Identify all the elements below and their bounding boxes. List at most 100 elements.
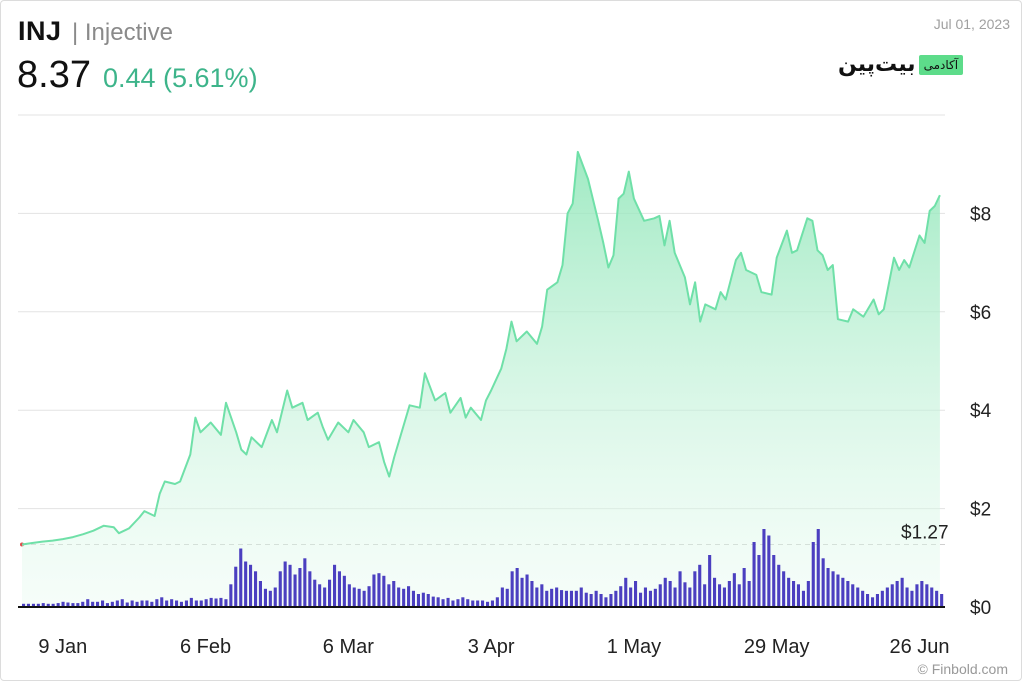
volume-bar — [234, 566, 238, 607]
volume-bar — [545, 590, 549, 608]
x-tick-label: 6 Feb — [180, 636, 231, 658]
volume-bar — [826, 568, 830, 607]
volume-bar — [639, 592, 643, 607]
volume-bar — [446, 597, 450, 607]
volume-bar — [318, 584, 322, 608]
volume-bar — [76, 603, 80, 607]
volume-bar — [708, 555, 712, 607]
y-tick-label: $0 — [970, 598, 991, 619]
volume-bar — [752, 542, 756, 607]
volume-bar — [871, 597, 875, 608]
volume-bar — [718, 584, 722, 608]
volume-bar — [372, 574, 376, 607]
volume-bar — [643, 587, 647, 607]
volume-bar — [214, 598, 218, 607]
y-tick-label: $8 — [970, 204, 991, 225]
volume-bar — [722, 587, 726, 607]
volume-bar — [732, 573, 736, 607]
volume-bar — [115, 600, 119, 607]
volume-bar — [397, 587, 401, 607]
volume-bar — [189, 597, 193, 607]
x-tick-label: 6 Mar — [323, 636, 374, 658]
volume-bar — [303, 558, 307, 608]
volume-bar — [209, 597, 213, 607]
volume-bar — [184, 600, 188, 607]
volume-bar — [224, 599, 228, 607]
volume-bar — [742, 568, 746, 607]
volume-bar — [120, 599, 124, 607]
volume-bar — [229, 584, 233, 608]
volume-bar — [36, 603, 40, 608]
reference-label: $1.27 — [901, 523, 949, 544]
volume-bar — [110, 601, 114, 607]
volume-bar — [377, 573, 381, 607]
volume-bar — [851, 584, 855, 608]
volume-bar — [895, 581, 899, 607]
volume-bar — [737, 584, 741, 608]
volume-bar — [658, 584, 662, 608]
volume-bar — [747, 581, 751, 607]
volume-bar — [61, 601, 65, 607]
volume-bar — [535, 587, 539, 607]
volume-bar — [476, 600, 480, 607]
volume-bar — [861, 590, 865, 608]
volume-bar — [683, 582, 687, 607]
volume-bar — [308, 571, 312, 608]
volume-bar — [910, 590, 914, 608]
volume-bar — [757, 555, 761, 607]
volume-bar — [441, 599, 445, 607]
volume-bar — [283, 561, 287, 607]
volume-bar — [298, 568, 302, 607]
volume-bar — [688, 587, 692, 607]
volume-bar — [530, 581, 534, 607]
volume-bar — [273, 587, 277, 607]
volume-bar — [584, 592, 588, 607]
volume-bar — [244, 561, 248, 607]
volume-bar — [930, 587, 934, 607]
volume-bar — [165, 600, 169, 607]
asset-name: | Injective — [71, 19, 173, 46]
x-tick-label: 9 Jan — [38, 636, 87, 658]
volume-bar — [268, 590, 272, 608]
volume-bar — [288, 564, 292, 608]
volume-bar — [407, 586, 411, 607]
volume-bar — [594, 590, 598, 608]
volume-bar — [495, 597, 499, 608]
volume-bar — [263, 588, 267, 607]
volume-bar — [362, 590, 366, 608]
volume-bar — [915, 584, 919, 608]
volume-bar — [179, 601, 183, 607]
volume-bar — [925, 584, 929, 608]
volume-bar — [767, 535, 771, 607]
volume-bar — [821, 558, 825, 608]
price-line — [21, 150, 941, 546]
volume-bar — [811, 542, 815, 607]
volume-bar — [258, 581, 262, 607]
volume-bar — [856, 587, 860, 607]
volume-bar — [836, 574, 840, 607]
volume-bar — [313, 579, 317, 607]
volume-bar — [81, 601, 85, 607]
volume-bar — [564, 590, 568, 608]
volume-bar — [678, 571, 682, 608]
volume-bar — [204, 599, 208, 607]
volume-bar — [569, 590, 573, 608]
volume-bar — [525, 574, 529, 607]
volume-bar — [41, 603, 45, 607]
x-tick-label: 3 Apr — [468, 636, 515, 658]
volume-bar — [673, 587, 677, 607]
volume-bar — [426, 594, 430, 607]
volume-bar — [392, 581, 396, 607]
volume-bar — [713, 577, 717, 608]
volume-bar — [91, 601, 95, 607]
volume-bar — [935, 590, 939, 608]
volume-bar — [31, 603, 35, 608]
volume-bar — [555, 587, 559, 607]
volume-bar — [431, 596, 435, 607]
volume-bar — [66, 602, 70, 608]
volume-bar — [624, 577, 628, 608]
volume-bar — [574, 590, 578, 608]
volume-bar — [634, 581, 638, 607]
volume-bar — [461, 597, 465, 608]
